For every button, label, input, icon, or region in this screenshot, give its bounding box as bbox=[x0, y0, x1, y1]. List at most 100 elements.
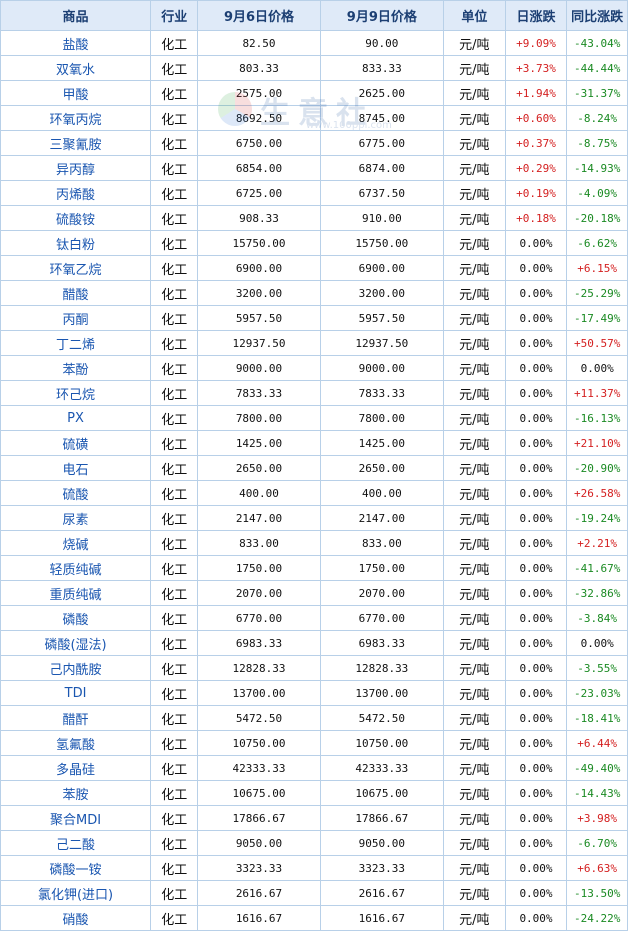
daily-change-cell: 0.00% bbox=[504, 880, 568, 906]
price-curr-cell: 2650.00 bbox=[319, 455, 445, 481]
yoy-change-cell: +6.44% bbox=[566, 730, 628, 756]
commodity-name-link[interactable]: 硝酸 bbox=[0, 905, 152, 931]
table-row: 重质纯碱 化工 2070.00 2070.00 元/吨 0.00% -32.86% bbox=[0, 580, 628, 606]
commodity-name-link[interactable]: 双氧水 bbox=[0, 55, 152, 81]
commodity-name-link[interactable]: 丙烯酸 bbox=[0, 180, 152, 206]
commodity-name-link[interactable]: PX bbox=[0, 405, 152, 431]
price-prev-cell: 9000.00 bbox=[197, 355, 321, 381]
yoy-change-cell: -17.49% bbox=[566, 305, 628, 331]
commodity-name-link[interactable]: 异丙醇 bbox=[0, 155, 152, 181]
unit-cell: 元/吨 bbox=[443, 530, 506, 556]
daily-change-cell: 0.00% bbox=[504, 230, 568, 256]
commodity-name-link[interactable]: 钛白粉 bbox=[0, 230, 152, 256]
yoy-change-cell: +26.58% bbox=[566, 480, 628, 506]
price-prev-cell: 7800.00 bbox=[197, 405, 321, 431]
commodity-name-link[interactable]: 丙酮 bbox=[0, 305, 152, 331]
commodity-name-link[interactable]: 己内酰胺 bbox=[0, 655, 152, 681]
price-prev-cell: 9050.00 bbox=[197, 830, 321, 856]
table-row: 硫磺 化工 1425.00 1425.00 元/吨 0.00% +21.10% bbox=[0, 430, 628, 456]
daily-change-cell: 0.00% bbox=[504, 780, 568, 806]
commodity-name-link[interactable]: 硫酸铵 bbox=[0, 205, 152, 231]
header-row: 商品 行业 9月6日价格 9月9日价格 单位 日涨跌 同比涨跌 bbox=[0, 0, 628, 31]
industry-cell: 化工 bbox=[150, 555, 199, 581]
commodity-name-link[interactable]: 轻质纯碱 bbox=[0, 555, 152, 581]
industry-cell: 化工 bbox=[150, 705, 199, 731]
commodity-name-link[interactable]: 己二酸 bbox=[0, 830, 152, 856]
daily-change-cell: 0.00% bbox=[504, 530, 568, 556]
commodity-name-link[interactable]: 烧碱 bbox=[0, 530, 152, 556]
daily-change-cell: +3.73% bbox=[504, 55, 568, 81]
table-row: 环氧乙烷 化工 6900.00 6900.00 元/吨 0.00% +6.15% bbox=[0, 255, 628, 281]
commodity-name-link[interactable]: 三聚氰胺 bbox=[0, 130, 152, 156]
commodity-name-link[interactable]: 醋酐 bbox=[0, 705, 152, 731]
commodity-name-link[interactable]: 环己烷 bbox=[0, 380, 152, 406]
yoy-change-cell: -18.41% bbox=[566, 705, 628, 731]
industry-cell: 化工 bbox=[150, 655, 199, 681]
commodity-name-link[interactable]: 环氧乙烷 bbox=[0, 255, 152, 281]
header-commodity: 商品 bbox=[0, 0, 152, 31]
industry-cell: 化工 bbox=[150, 905, 199, 931]
daily-change-cell: 0.00% bbox=[504, 855, 568, 881]
table-row: 三聚氰胺 化工 6750.00 6775.00 元/吨 +0.37% -8.75% bbox=[0, 130, 628, 156]
commodity-name-link[interactable]: 磷酸一铵 bbox=[0, 855, 152, 881]
commodity-name-link[interactable]: 硫酸 bbox=[0, 480, 152, 506]
commodity-name-link[interactable]: 氯化钾(进口) bbox=[0, 880, 152, 906]
unit-cell: 元/吨 bbox=[443, 905, 506, 931]
price-curr-cell: 3323.33 bbox=[319, 855, 445, 881]
table-row: 电石 化工 2650.00 2650.00 元/吨 0.00% -20.90% bbox=[0, 455, 628, 481]
industry-cell: 化工 bbox=[150, 380, 199, 406]
commodity-name-link[interactable]: 甲酸 bbox=[0, 80, 152, 106]
commodity-name-link[interactable]: 苯酚 bbox=[0, 355, 152, 381]
daily-change-cell: 0.00% bbox=[504, 730, 568, 756]
commodity-name-link[interactable]: 盐酸 bbox=[0, 30, 152, 56]
price-prev-cell: 12828.33 bbox=[197, 655, 321, 681]
commodity-name-link[interactable]: 电石 bbox=[0, 455, 152, 481]
price-curr-cell: 7833.33 bbox=[319, 380, 445, 406]
table-row: 醋酸 化工 3200.00 3200.00 元/吨 0.00% -25.29% bbox=[0, 280, 628, 306]
price-curr-cell: 6775.00 bbox=[319, 130, 445, 156]
commodity-name-link[interactable]: 丁二烯 bbox=[0, 330, 152, 356]
table-row: PX 化工 7800.00 7800.00 元/吨 0.00% -16.13% bbox=[0, 405, 628, 431]
price-curr-cell: 6770.00 bbox=[319, 605, 445, 631]
price-prev-cell: 82.50 bbox=[197, 30, 321, 56]
commodity-name-link[interactable]: 重质纯碱 bbox=[0, 580, 152, 606]
daily-change-cell: 0.00% bbox=[504, 305, 568, 331]
table-row: 磷酸一铵 化工 3323.33 3323.33 元/吨 0.00% +6.63% bbox=[0, 855, 628, 881]
daily-change-cell: 0.00% bbox=[504, 580, 568, 606]
yoy-change-cell: -19.24% bbox=[566, 505, 628, 531]
price-prev-cell: 6900.00 bbox=[197, 255, 321, 281]
commodity-name-link[interactable]: 磷酸(湿法) bbox=[0, 630, 152, 656]
commodity-name-link[interactable]: 多晶硅 bbox=[0, 755, 152, 781]
price-prev-cell: 2650.00 bbox=[197, 455, 321, 481]
commodity-name-link[interactable]: 氢氟酸 bbox=[0, 730, 152, 756]
industry-cell: 化工 bbox=[150, 480, 199, 506]
header-daily-change: 日涨跌 bbox=[504, 0, 568, 31]
commodity-name-link[interactable]: 醋酸 bbox=[0, 280, 152, 306]
commodity-name-link[interactable]: TDI bbox=[0, 680, 152, 706]
unit-cell: 元/吨 bbox=[443, 630, 506, 656]
table-row: 丙酮 化工 5957.50 5957.50 元/吨 0.00% -17.49% bbox=[0, 305, 628, 331]
price-curr-cell: 90.00 bbox=[319, 30, 445, 56]
unit-cell: 元/吨 bbox=[443, 280, 506, 306]
industry-cell: 化工 bbox=[150, 605, 199, 631]
yoy-change-cell: -16.13% bbox=[566, 405, 628, 431]
unit-cell: 元/吨 bbox=[443, 380, 506, 406]
price-curr-cell: 6737.50 bbox=[319, 180, 445, 206]
industry-cell: 化工 bbox=[150, 780, 199, 806]
unit-cell: 元/吨 bbox=[443, 205, 506, 231]
commodity-name-link[interactable]: 尿素 bbox=[0, 505, 152, 531]
commodity-name-link[interactable]: 聚合MDI bbox=[0, 805, 152, 831]
yoy-change-cell: -3.55% bbox=[566, 655, 628, 681]
price-prev-cell: 6725.00 bbox=[197, 180, 321, 206]
unit-cell: 元/吨 bbox=[443, 155, 506, 181]
industry-cell: 化工 bbox=[150, 205, 199, 231]
table-row: 磷酸(湿法) 化工 6983.33 6983.33 元/吨 0.00% 0.00% bbox=[0, 630, 628, 656]
commodity-name-link[interactable]: 环氧丙烷 bbox=[0, 105, 152, 131]
price-curr-cell: 12937.50 bbox=[319, 330, 445, 356]
table-row: 盐酸 化工 82.50 90.00 元/吨 +9.09% -43.04% bbox=[0, 30, 628, 56]
commodity-name-link[interactable]: 苯胺 bbox=[0, 780, 152, 806]
industry-cell: 化工 bbox=[150, 355, 199, 381]
commodity-name-link[interactable]: 硫磺 bbox=[0, 430, 152, 456]
commodity-name-link[interactable]: 磷酸 bbox=[0, 605, 152, 631]
price-curr-cell: 17866.67 bbox=[319, 805, 445, 831]
